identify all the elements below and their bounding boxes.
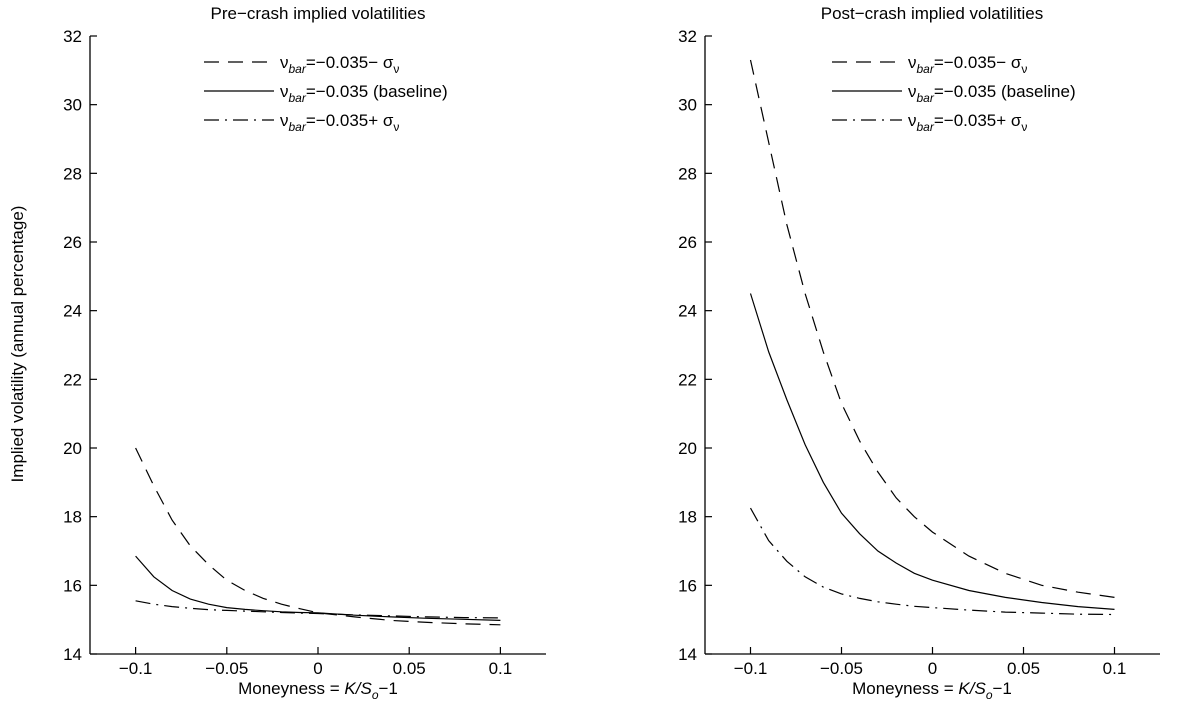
x-tick-label: 0.1 xyxy=(489,659,513,678)
legend-label-plus-sigma: νbar=−0.035+ σν xyxy=(908,111,1027,134)
y-tick-label: 28 xyxy=(63,164,82,183)
series-line-plus-sigma xyxy=(749,507,1115,616)
x-tick-label: −0.1 xyxy=(734,659,768,678)
plot-area: 14 16 18 20 22 24 26 28 30 32 −0.1 −0.05 0 0.05 0.1 νba… xyxy=(678,27,1160,678)
legend-label-baseline: νbar=−0.035 (baseline) xyxy=(280,82,448,105)
chart-title: Pre−crash implied volatilities xyxy=(211,4,426,23)
y-tick-label: 26 xyxy=(63,233,82,252)
y-tick-label: 14 xyxy=(63,645,82,664)
x-tick-label: 0 xyxy=(928,659,937,678)
x-tick-label: 0.05 xyxy=(393,659,426,678)
series-line-minus-sigma xyxy=(749,59,1115,598)
x-tick-label: −0.1 xyxy=(119,659,153,678)
legend-label-minus-sigma: νbar=−0.035− σν xyxy=(908,53,1027,76)
y-tick-label: 32 xyxy=(678,27,697,46)
legend-label-plus-sigma: νbar=−0.035+ σν xyxy=(280,111,399,134)
x-axis-label: Moneyness = K/So−1 xyxy=(238,679,398,702)
y-tick-label: 30 xyxy=(678,96,697,115)
y-tick-label: 14 xyxy=(678,645,697,664)
y-tick-label: 32 xyxy=(63,27,82,46)
y-tick-label: 30 xyxy=(63,96,82,115)
y-tick-label: 16 xyxy=(678,576,697,595)
y-tick-label: 18 xyxy=(678,508,697,527)
x-tick-label: 0.05 xyxy=(1007,659,1040,678)
y-tick-label: 20 xyxy=(678,439,697,458)
y-axis-label: Implied volatility (annual percentage) xyxy=(8,206,27,483)
y-tick-label: 20 xyxy=(63,439,82,458)
series-line-plus-sigma xyxy=(135,600,501,619)
x-tick-label: −0.05 xyxy=(205,659,248,678)
legend-label-minus-sigma: νbar=−0.035− σν xyxy=(280,53,399,76)
y-tick-label: 18 xyxy=(63,508,82,527)
y-tick-label: 22 xyxy=(63,370,82,389)
y-tick-label: 16 xyxy=(63,576,82,595)
y-tick-label: 24 xyxy=(678,302,697,321)
series-line-minus-sigma xyxy=(135,447,501,626)
y-tick-label: 28 xyxy=(678,164,697,183)
y-tick-label: 24 xyxy=(63,302,82,321)
series-line-baseline xyxy=(749,293,1115,610)
x-axis-label: Moneyness = K/So−1 xyxy=(852,679,1012,702)
legend-label-baseline: νbar=−0.035 (baseline) xyxy=(908,82,1076,105)
x-tick-label: 0.1 xyxy=(1103,659,1127,678)
post-crash-chart: Post−crash implied volatilities 14 16 18 20… xyxy=(678,4,1160,702)
y-tick-label: 26 xyxy=(678,233,697,252)
chart-title: Post−crash implied volatilities xyxy=(821,4,1044,23)
x-tick-label: 0 xyxy=(313,659,322,678)
series-line-baseline xyxy=(135,555,501,621)
y-tick-label: 22 xyxy=(678,370,697,389)
x-tick-label: −0.05 xyxy=(820,659,863,678)
pre-crash-chart: Pre−crash implied volatilities 14 16 18 20 2… xyxy=(63,4,546,702)
plot-area: 14 16 18 20 22 24 26 28 30 32 −0.1 −0.05 0 0.05 0.1 νba… xyxy=(63,27,546,678)
